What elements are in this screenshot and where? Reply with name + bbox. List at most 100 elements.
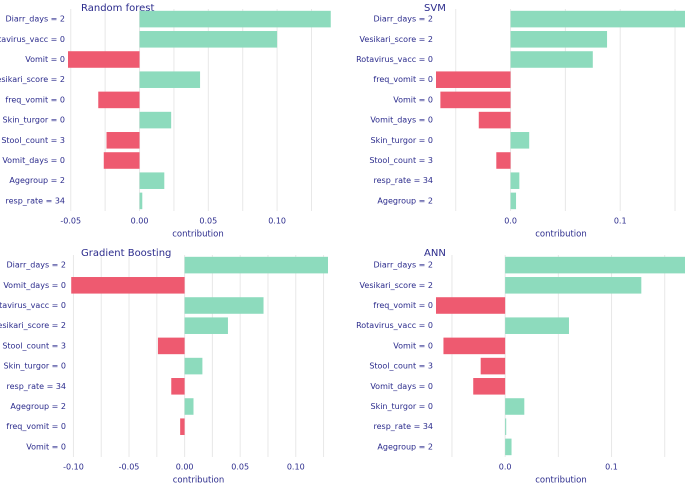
bar-agegroup-2 [510, 192, 517, 210]
category-label: Vomit_days = 0 [2, 156, 65, 165]
x-axis-title: contribution [172, 230, 224, 240]
category-label: Vesikari_score = 2 [0, 321, 66, 330]
bar-rotavirus-vacc-0 [139, 31, 278, 48]
x-axis-title: contribution [173, 476, 225, 483]
bar-freq-vomit-0 [180, 418, 185, 435]
tick-label: 0.05 [199, 217, 217, 226]
bar-vesikari-score-2 [510, 31, 608, 48]
category-label: Skin_turgor = 0 [3, 116, 66, 125]
tick-label: 0.1 [605, 463, 618, 472]
bar-stool-count-3 [157, 337, 185, 355]
bar-resp-rate-34 [139, 192, 143, 210]
category-label: Vomit = 0 [26, 442, 66, 451]
tick-label: -0.05 [119, 463, 140, 472]
bar-rotavirus-vacc-0 [505, 317, 569, 334]
bar-freq-vomit-0 [98, 91, 140, 109]
category-label: freq_vomit = 0 [5, 95, 65, 104]
bar-vomit-0 [440, 91, 511, 109]
bar-stool-count-3 [480, 357, 506, 375]
panel-title: ANN [424, 248, 446, 259]
bar-skin-turgor-0 [505, 398, 525, 415]
category-label: resp_rate = 34 [6, 196, 66, 205]
bar-vomit-days-0 [478, 111, 511, 129]
category-label: Vesikari_score = 2 [360, 281, 433, 290]
bar-vomit-days-0 [71, 277, 185, 294]
category-label: resp_rate = 34 [7, 382, 67, 391]
category-label: Vomit_days = 0 [3, 281, 66, 290]
x-axis-title: contribution [535, 230, 587, 240]
category-label: Stool_count = 3 [369, 156, 433, 165]
tick-label: 0.0 [499, 463, 512, 472]
panel-title: SVM [424, 3, 446, 14]
bar-agegroup-2 [184, 398, 194, 415]
panel-3: Gradient Boosting Diarr_days = 2 Vomit_day… [0, 248, 328, 483]
category-label: resp_rate = 34 [374, 422, 434, 431]
category-label: Diarr_days = 2 [374, 15, 433, 24]
bar-vesikari-score-2 [139, 71, 201, 88]
bar-vesikari-score-2 [184, 317, 228, 334]
category-label: Agegroup = 2 [10, 402, 66, 411]
bar-vomit-days-0 [103, 152, 140, 169]
tick-label: -0.10 [63, 463, 84, 472]
bar-resp-rate-34 [505, 418, 507, 435]
category-label: Diarr_days = 2 [7, 261, 66, 270]
bar-skin-turgor-0 [139, 111, 172, 129]
panel-4: ANN Diarr_days = 2 Vesikari_score = 2 freq_… [356, 248, 685, 483]
category-label: Vomit_days = 0 [370, 382, 433, 391]
category-label: Rotavirus_vacc = 0 [0, 35, 65, 44]
bar-skin-turgor-0 [510, 132, 530, 149]
category-label: freq_vomit = 0 [6, 422, 66, 431]
bar-stool-count-3 [106, 132, 140, 149]
bar-diarr-days-2 [184, 256, 328, 274]
bar-vesikari-score-2 [505, 277, 642, 294]
bar-skin-turgor-0 [184, 357, 203, 375]
category-label: Agegroup = 2 [9, 176, 65, 185]
tick-label: 0.0 [504, 217, 517, 226]
x-axis-title: contribution [535, 476, 587, 483]
category-label: Diarr_days = 2 [6, 15, 65, 24]
category-label: Vesikari_score = 2 [360, 35, 433, 44]
category-label: Stool_count = 3 [2, 341, 66, 350]
category-label: Agegroup = 2 [377, 442, 433, 451]
bar-resp-rate-34 [510, 172, 520, 189]
category-label: Vomit = 0 [393, 341, 433, 350]
panel-title: Gradient Boosting [81, 248, 171, 259]
tick-label: 0.10 [287, 463, 305, 472]
category-label: Vomit = 0 [393, 95, 433, 104]
category-label: Agegroup = 2 [377, 196, 433, 205]
tick-label: -0.05 [60, 217, 81, 226]
category-label: resp_rate = 34 [374, 176, 434, 185]
category-label: Rotavirus_vacc = 0 [356, 55, 433, 64]
tick-label: 0.00 [176, 463, 194, 472]
tick-label: 0.00 [131, 217, 149, 226]
bar-diarr-days-2 [510, 10, 685, 28]
category-label: Rotavirus_vacc = 0 [0, 301, 66, 310]
panel-1: Random forest Diarr_days = 2 Rotavirus_vac… [0, 3, 331, 240]
category-label: Vomit_days = 0 [370, 116, 433, 125]
bar-diarr-days-2 [505, 256, 685, 274]
category-label: freq_vomit = 0 [373, 75, 433, 84]
tick-label: 0.05 [231, 463, 249, 472]
bar-agegroup-2 [505, 438, 512, 456]
category-label: Diarr_days = 2 [374, 261, 433, 270]
bar-agegroup-2 [139, 172, 165, 189]
bar-vomit-0 [68, 51, 140, 68]
bar-vomit-days-0 [473, 378, 506, 395]
bar-diarr-days-2 [139, 10, 331, 28]
bar-freq-vomit-0 [436, 297, 506, 314]
bar-rotavirus-vacc-0 [510, 51, 593, 68]
category-label: Vesikari_score = 2 [0, 75, 65, 84]
bar-vomit-0 [443, 337, 506, 355]
bar-stool-count-3 [496, 152, 511, 169]
bar-resp-rate-34 [171, 378, 185, 395]
category-label: Skin_turgor = 0 [371, 402, 434, 411]
tick-label: 0.10 [268, 217, 286, 226]
category-label: Skin_turgor = 0 [4, 362, 67, 371]
category-label: freq_vomit = 0 [373, 301, 433, 310]
panel-title: Random forest [81, 3, 154, 14]
bar-rotavirus-vacc-0 [184, 297, 264, 314]
category-label: Stool_count = 3 [369, 362, 433, 371]
category-label: Stool_count = 3 [1, 136, 65, 145]
